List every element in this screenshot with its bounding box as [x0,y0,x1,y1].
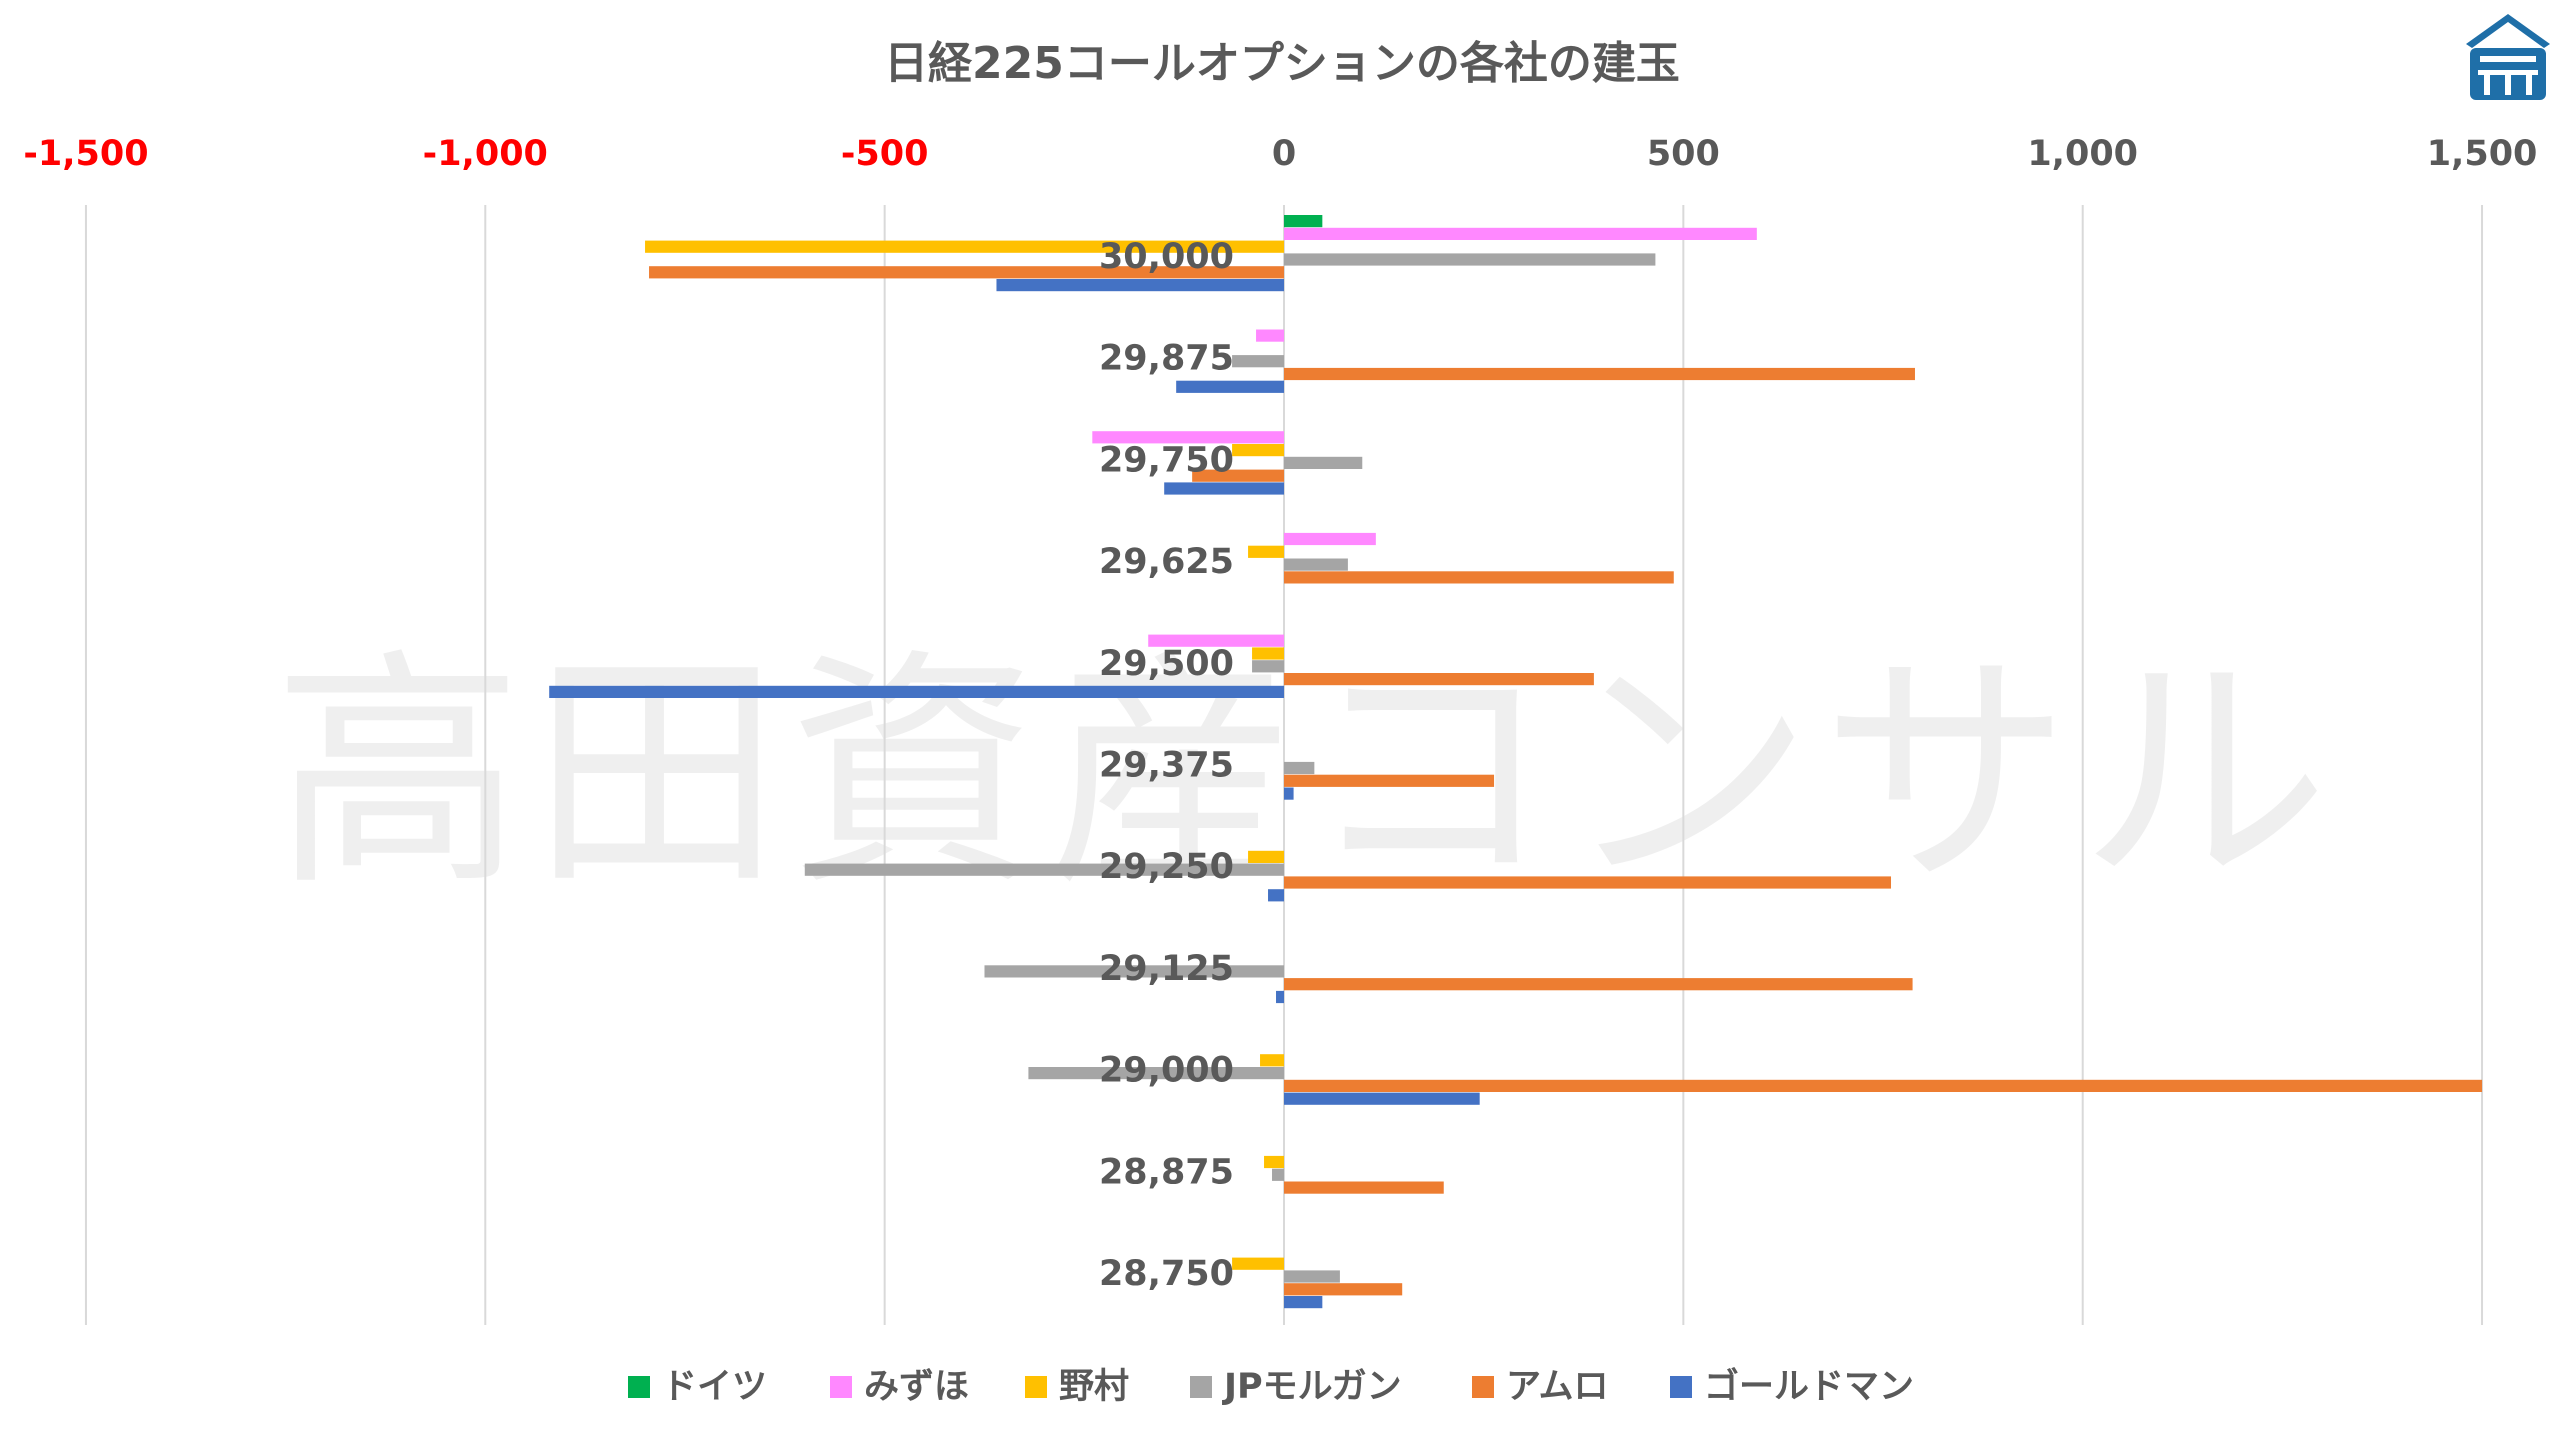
x-tick-label: -1,000 [423,134,548,174]
category-labels: 30,000 29,875 29,750 29,625 29,500 29,375 29,2… [1099,237,1234,1294]
bar [1148,634,1284,647]
bar [1284,787,1294,800]
bar [1176,380,1284,393]
bar [1284,215,1323,228]
bar [1092,431,1284,444]
chart-title: 日経225コールオプションの各社の建玉 [884,38,1680,89]
bar [1232,355,1284,368]
legend-label: JPモルガン [1222,1367,1402,1407]
bar [1284,253,1656,266]
bar [1284,367,1915,381]
bar [1268,889,1284,902]
logo-roof [2466,14,2550,48]
category-label: 29,500 [1099,644,1234,684]
category-label: 29,250 [1099,847,1234,887]
bar [549,685,1284,698]
x-tick-label: 1,000 [2027,134,2138,174]
category-label: 29,000 [1099,1051,1234,1091]
bar [649,266,1284,279]
logo-pillar-left [2484,75,2490,95]
bar [1276,990,1284,1004]
category-label: 28,750 [1099,1254,1234,1294]
bar [1284,761,1315,775]
bar [1028,1067,1284,1080]
bar [1284,1283,1403,1296]
legend-swatch [1472,1376,1494,1398]
logo-pillar-right [2526,75,2532,95]
bar [1260,1054,1284,1067]
company-logo [2466,14,2550,100]
bar [1256,329,1284,342]
bar [1284,1296,1323,1309]
bar [1272,1168,1284,1181]
category-label: 29,125 [1099,949,1234,989]
x-tick-label: 0 [1272,134,1296,174]
category-label: 28,875 [1099,1152,1234,1192]
category-label: 29,875 [1099,339,1234,379]
bar [1284,227,1757,240]
x-tick-label: 1,500 [2427,134,2538,174]
bar [1248,850,1284,863]
bar [1164,482,1284,495]
bar [1284,978,1913,991]
legend-swatch [1025,1376,1047,1398]
legend-swatch [1670,1376,1692,1398]
legend-swatch [628,1376,650,1398]
category-label: 29,625 [1099,542,1234,582]
bar [804,863,1284,876]
x-tick-label: 500 [1647,134,1720,174]
bar [1284,1270,1340,1283]
bar [1284,456,1363,469]
bar [1252,647,1284,660]
category-label: 29,750 [1099,440,1234,480]
bar [996,279,1284,292]
legend-label: ゴールドマン [1704,1366,1914,1407]
logo-line-mid [2478,70,2538,75]
legend-swatch [1190,1376,1212,1398]
legend: ドイツ みずほ 野村 JPモルガン アムロ ゴールドマン [628,1366,1914,1407]
bar [1284,558,1348,571]
bar [1192,469,1284,482]
legend-label: ドイツ [662,1367,767,1407]
bar [1284,673,1594,686]
bar [1284,1092,1480,1105]
bar [1232,444,1284,457]
bar [645,240,1284,253]
category-label: 29,375 [1099,746,1234,786]
bars [549,215,2483,1309]
bar [1284,532,1376,546]
logo-line-top [2480,56,2536,62]
x-tick-label: -500 [841,134,929,174]
logo-pillar-center [2505,75,2511,95]
legend-label: みずほ [864,1367,969,1407]
bar [1264,1155,1284,1169]
bar [1248,545,1284,558]
bar [1284,1181,1444,1194]
bar [1284,774,1495,787]
legend-label: アムロ [1506,1367,1609,1407]
bar [1284,1079,2483,1092]
bar [1284,571,1674,584]
legend-label: 野村 [1059,1367,1129,1407]
x-tick-label: -1,500 [23,134,148,174]
legend-swatch [830,1376,852,1398]
bar [1232,1257,1284,1270]
bar [984,965,1284,978]
bar [1252,660,1284,673]
x-axis-ticks: -1,500 -1,000 -500 0 500 1,000 1,500 [23,134,2537,174]
bar [1284,876,1892,889]
category-label: 30,000 [1099,237,1234,277]
